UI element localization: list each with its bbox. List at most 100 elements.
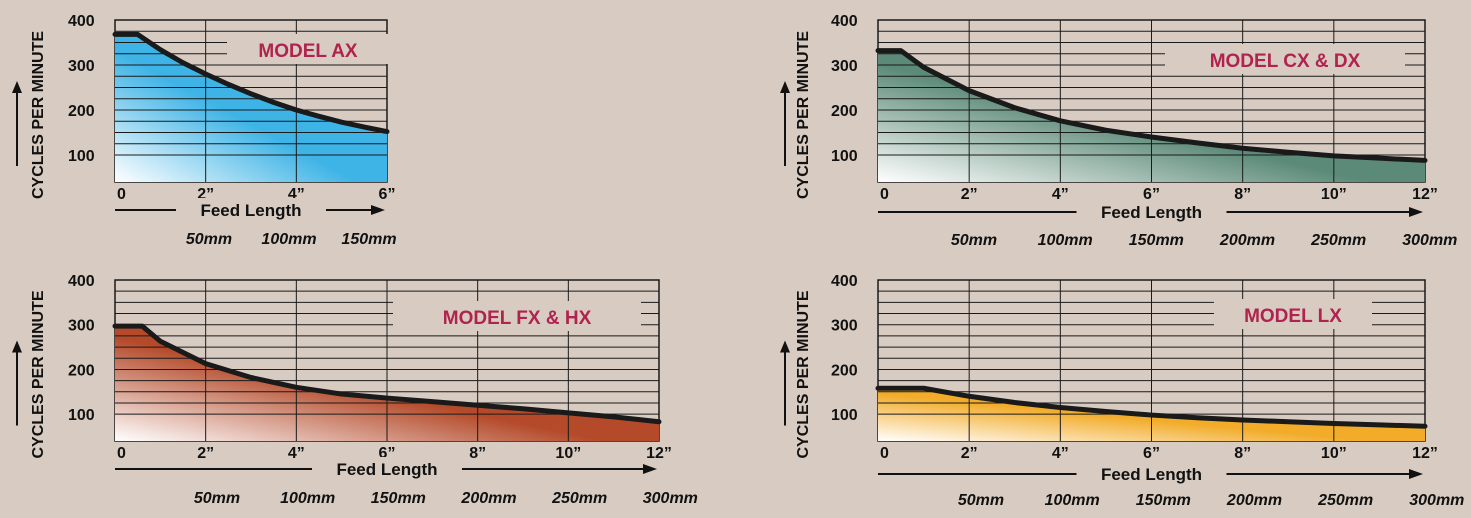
mm-label: 300mm bbox=[643, 490, 698, 507]
x-tick-label: 4” bbox=[288, 445, 305, 462]
model-label-background bbox=[1165, 44, 1405, 74]
model-label: MODEL CX & DX bbox=[1210, 51, 1361, 72]
y-tick-label: 400 bbox=[68, 13, 95, 30]
y-axis-title: CYCLES PER MINUTE bbox=[30, 290, 47, 458]
x-axis-arrowhead bbox=[643, 464, 657, 474]
mm-label: 150mm bbox=[341, 231, 396, 248]
x-tick-label: 10” bbox=[1321, 186, 1347, 203]
area-fill bbox=[115, 34, 387, 183]
y-tick-label: 100 bbox=[831, 148, 858, 165]
y-axis-arrowhead bbox=[780, 340, 790, 353]
y-axis-arrowhead bbox=[12, 340, 22, 353]
model-label: MODEL AX bbox=[258, 41, 358, 62]
x-tick-label: 6” bbox=[1143, 186, 1160, 203]
mm-label: 250mm bbox=[1317, 492, 1373, 509]
x-tick-label: 12” bbox=[1412, 445, 1438, 462]
x-tick-label: 6” bbox=[379, 186, 396, 203]
y-axis-arrowhead bbox=[12, 81, 22, 93]
y-axis-title: CYCLES PER MINUTE bbox=[795, 290, 812, 458]
mm-label: 100mm bbox=[1045, 492, 1100, 509]
x-tick-label: 10” bbox=[1321, 445, 1347, 462]
data-curve bbox=[875, 48, 1428, 163]
x-axis-title: Feed Length bbox=[336, 460, 437, 479]
x-axis-title: Feed Length bbox=[1101, 203, 1202, 222]
y-tick-label: 200 bbox=[831, 362, 858, 379]
x-tick-label: 0 bbox=[880, 445, 889, 462]
x-tick-label: 8” bbox=[1234, 445, 1251, 462]
y-tick-label: 300 bbox=[68, 318, 95, 335]
chart-2: MODEL CX & DX 100 200 300 400 0 2” 4” 6” 8” 10” 12”… bbox=[780, 13, 1457, 249]
x-tick-label: 6” bbox=[1143, 445, 1160, 462]
mm-label: 200mm bbox=[460, 490, 516, 507]
x-axis-title-background bbox=[1076, 462, 1227, 486]
x-tick-label: 2” bbox=[961, 445, 978, 462]
mm-label: 100mm bbox=[280, 490, 335, 507]
x-axis-arrowhead bbox=[1409, 207, 1423, 217]
model-label-background bbox=[227, 34, 389, 64]
mm-label: 100mm bbox=[1038, 232, 1093, 249]
x-axis-arrowhead bbox=[371, 205, 385, 215]
chart-4: MODEL LX 100 200 300 400 0 2” 4” 6” 8” 10” 12” CYCLE… bbox=[780, 273, 1464, 509]
y-tick-label: 100 bbox=[68, 148, 95, 165]
model-label: MODEL FX & HX bbox=[443, 308, 592, 329]
mm-label: 100mm bbox=[261, 231, 316, 248]
area-fill bbox=[878, 388, 1425, 441]
y-tick-label: 300 bbox=[831, 318, 858, 335]
y-tick-label: 100 bbox=[831, 407, 858, 424]
mm-label: 50mm bbox=[958, 492, 1004, 509]
y-axis-arrowhead bbox=[780, 81, 790, 93]
y-tick-label: 100 bbox=[68, 407, 95, 424]
x-tick-label: 0 bbox=[117, 186, 126, 203]
mm-label: 200mm bbox=[1226, 492, 1282, 509]
x-tick-label: 12” bbox=[646, 445, 672, 462]
mm-label: 300mm bbox=[1402, 232, 1457, 249]
x-tick-label: 10” bbox=[555, 445, 581, 462]
mm-label: 150mm bbox=[371, 490, 426, 507]
x-axis-arrowhead bbox=[1409, 469, 1423, 479]
x-axis-title-background bbox=[176, 198, 326, 222]
y-tick-label: 200 bbox=[831, 103, 858, 120]
mm-label: 200mm bbox=[1219, 232, 1275, 249]
y-tick-label: 200 bbox=[68, 103, 95, 120]
mm-label: 50mm bbox=[186, 231, 232, 248]
area-fill bbox=[878, 50, 1425, 182]
mm-label: 250mm bbox=[1310, 232, 1366, 249]
x-tick-label: 2” bbox=[197, 445, 214, 462]
model-label-background bbox=[1214, 299, 1372, 329]
x-tick-label: 4” bbox=[1052, 445, 1069, 462]
mm-label: 250mm bbox=[551, 490, 607, 507]
data-curve bbox=[875, 385, 1428, 429]
y-tick-label: 400 bbox=[831, 13, 858, 30]
y-tick-label: 300 bbox=[831, 58, 858, 75]
x-axis-title: Feed Length bbox=[1101, 465, 1202, 484]
area-fill bbox=[115, 326, 659, 441]
y-tick-label: 400 bbox=[831, 273, 858, 290]
x-tick-label: 4” bbox=[1052, 186, 1069, 203]
x-tick-label: 0 bbox=[880, 186, 889, 203]
x-axis-title: Feed Length bbox=[200, 201, 301, 220]
x-tick-label: 0 bbox=[117, 445, 126, 462]
y-axis-title: CYCLES PER MINUTE bbox=[30, 31, 47, 199]
y-tick-label: 300 bbox=[68, 58, 95, 75]
y-axis-title: CYCLES PER MINUTE bbox=[795, 31, 812, 199]
model-label: MODEL LX bbox=[1244, 306, 1342, 327]
y-tick-label: 200 bbox=[68, 362, 95, 379]
model-label-background bbox=[393, 301, 641, 331]
x-axis-title-background bbox=[1076, 200, 1227, 224]
x-tick-label: 8” bbox=[1234, 186, 1251, 203]
x-tick-label: 2” bbox=[961, 186, 978, 203]
mm-label: 300mm bbox=[1409, 492, 1464, 509]
data-curve bbox=[112, 31, 390, 135]
mm-label: 50mm bbox=[951, 232, 997, 249]
x-tick-label: 8” bbox=[469, 445, 486, 462]
x-axis-title-background bbox=[312, 457, 462, 481]
y-tick-label: 400 bbox=[68, 273, 95, 290]
mm-label: 150mm bbox=[1129, 232, 1184, 249]
mm-label: 150mm bbox=[1136, 492, 1191, 509]
x-tick-label: 12” bbox=[1412, 186, 1438, 203]
mm-label: 50mm bbox=[194, 490, 240, 507]
